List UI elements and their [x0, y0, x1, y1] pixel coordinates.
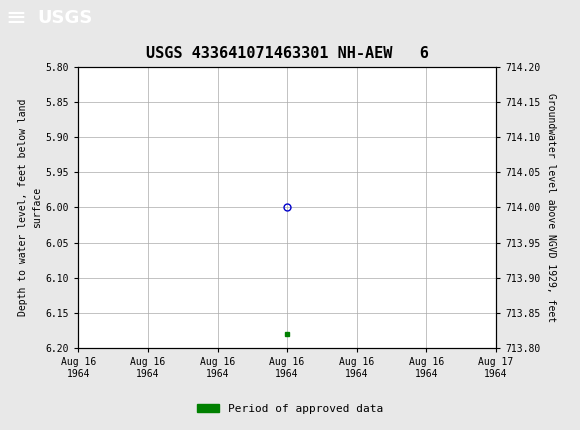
Y-axis label: Groundwater level above NGVD 1929, feet: Groundwater level above NGVD 1929, feet: [546, 93, 556, 322]
Y-axis label: Depth to water level, feet below land
surface: Depth to water level, feet below land su…: [19, 99, 42, 316]
Text: USGS: USGS: [38, 9, 93, 27]
Title: USGS 433641071463301 NH-AEW   6: USGS 433641071463301 NH-AEW 6: [146, 46, 429, 61]
Text: ≡: ≡: [6, 6, 27, 30]
Legend: Period of approved data: Period of approved data: [193, 399, 387, 418]
